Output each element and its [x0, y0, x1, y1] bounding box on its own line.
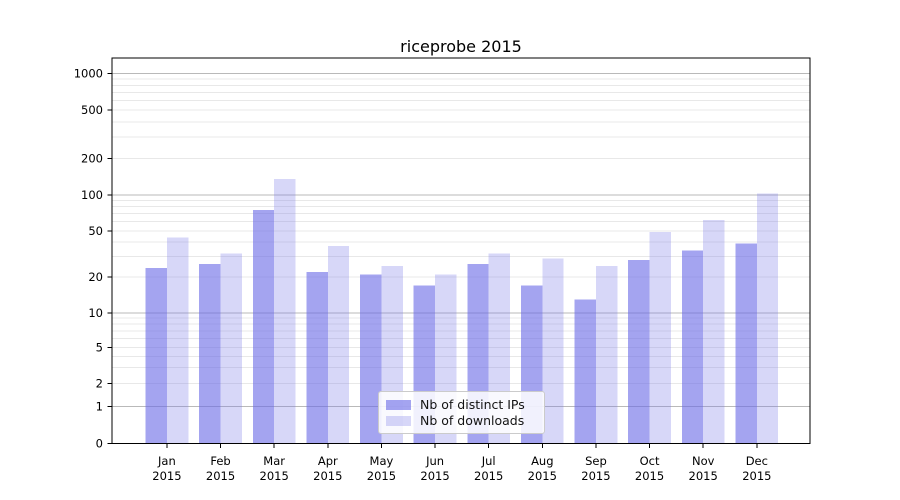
bar-nb-of-downloads-jan [166, 237, 189, 444]
y-tick-label: 5 [96, 341, 103, 355]
x-tick-label-dec: Dec 2015 [742, 454, 771, 483]
y-tick-label: 10 [88, 306, 103, 320]
bar-nb-of-downloads-aug [542, 258, 564, 444]
grid-minor-layer [112, 78, 810, 384]
x-tick-label-aug: Aug 2015 [528, 454, 557, 483]
y-tick-label: 50 [88, 224, 103, 238]
bar-nb-of-distinct-ips-oct [628, 260, 650, 444]
x-tick-label-sep: Sep 2015 [581, 454, 610, 483]
legend-entry-distinct-ips: Nb of distinct IPs [386, 397, 538, 413]
y-tick-label: 20 [88, 270, 103, 284]
y-tick-label: 1000 [74, 67, 103, 81]
axes-layer [107, 57, 811, 448]
y-tick-label: 200 [81, 152, 103, 166]
bar-nb-of-distinct-ips-dec [735, 243, 757, 444]
x-tick-label-jan: Jan 2015 [152, 454, 181, 483]
bar-nb-of-distinct-ips-nov [681, 250, 704, 444]
bar-nb-of-downloads-oct [649, 232, 671, 444]
y-tick-label: 100 [81, 188, 103, 202]
x-tick-label-apr: Apr 2015 [313, 454, 342, 483]
x-tick-label-mar: Mar 2015 [260, 454, 289, 483]
x-tick-label-may: May 2015 [367, 454, 396, 483]
bar-nb-of-downloads-mar [274, 179, 296, 444]
bar-nb-of-downloads-nov [703, 219, 725, 444]
x-tick-label-jun: Jun 2015 [420, 454, 449, 483]
y-tick-label: 0 [96, 437, 103, 451]
y-tick-label: 500 [81, 103, 103, 117]
bar-nb-of-distinct-ips-feb [199, 263, 221, 444]
x-tick-label-jul: Jul 2015 [474, 454, 503, 483]
y-tick-label: 2 [96, 377, 103, 391]
legend-entry-downloads: Nb of downloads [386, 413, 538, 429]
bar-nb-of-downloads-apr [327, 246, 350, 444]
bar-nb-of-distinct-ips-sep [574, 299, 596, 444]
bar-nb-of-downloads-sep [595, 265, 618, 444]
bar-nb-of-distinct-ips-jan [145, 267, 167, 444]
chart-title: riceprobe 2015 [400, 37, 522, 56]
legend-label-downloads: Nb of downloads [420, 413, 525, 428]
y-tick-label: 1 [96, 400, 103, 414]
bar-nb-of-distinct-ips-mar [252, 209, 275, 444]
legend-swatch-distinct-ips-icon [386, 400, 411, 410]
legend: Nb of distinct IPs Nb of downloads [378, 391, 545, 434]
bar-nb-of-downloads-feb [220, 253, 242, 444]
bar-nb-of-downloads-dec [756, 193, 779, 444]
bar-nb-of-distinct-ips-apr [306, 272, 328, 444]
bar-nb-of-distinct-ips-may [360, 274, 382, 444]
plot-border [111, 57, 811, 444]
x-tick-label-oct: Oct 2015 [635, 454, 664, 483]
x-tick-label-feb: Feb 2015 [206, 454, 235, 483]
legend-swatch-downloads-icon [386, 416, 411, 426]
x-tick-label-nov: Nov 2015 [689, 454, 718, 483]
legend-label-distinct-ips: Nb of distinct IPs [420, 397, 525, 412]
